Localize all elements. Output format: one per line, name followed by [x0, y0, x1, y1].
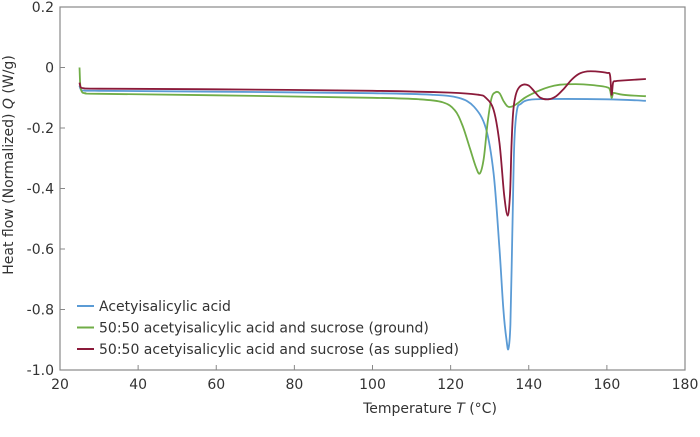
y-axis-label: Heat flow (Normalized) Q (W/g)	[1, 55, 17, 275]
y-tick-label: -1.0	[27, 363, 54, 379]
y-tick-label: -0.6	[27, 242, 54, 258]
y-tick-label: -0.8	[27, 303, 54, 319]
series-line-2	[78, 70, 646, 217]
plot-frame	[59, 6, 686, 371]
x-axis-label: Temperature T (°C)	[362, 401, 497, 417]
series-line-1	[78, 67, 646, 175]
y-tick-label: 0.2	[32, 0, 54, 16]
x-tick-label: 140	[515, 377, 542, 393]
x-tick-label: 120	[437, 377, 464, 393]
plot-border	[59, 6, 686, 371]
x-tick-label: 20	[51, 377, 69, 393]
x-tick-label: 100	[359, 377, 386, 393]
x-tick-label: 80	[285, 377, 303, 393]
x-tick-label: 60	[207, 377, 225, 393]
legend-label: Acetyisalicylic acid	[99, 299, 231, 315]
series-line-0	[78, 85, 646, 351]
x-tick-label: 160	[594, 377, 621, 393]
y-tick-label: -0.2	[27, 121, 54, 137]
series-lines	[78, 67, 646, 351]
legend-label: 50:50 acetyisalicylic acid and sucrose (…	[99, 342, 459, 358]
x-tick-label: 40	[129, 377, 147, 393]
y-tick-label: -0.4	[27, 182, 54, 198]
legend-label: 50:50 acetyisalicylic acid and sucrose (…	[99, 321, 429, 337]
x-tick-label: 180	[672, 377, 699, 393]
legend: Acetyisalicylic acid 50:50 acetyisalicyli…	[77, 299, 459, 358]
y-tick-label: 0	[45, 61, 54, 77]
x-axis: 20 40 60 80 100 120 140 160 180	[51, 365, 698, 393]
y-axis: 0.2 0 -0.2 -0.4 -0.6 -0.8 -1.0	[27, 0, 65, 379]
